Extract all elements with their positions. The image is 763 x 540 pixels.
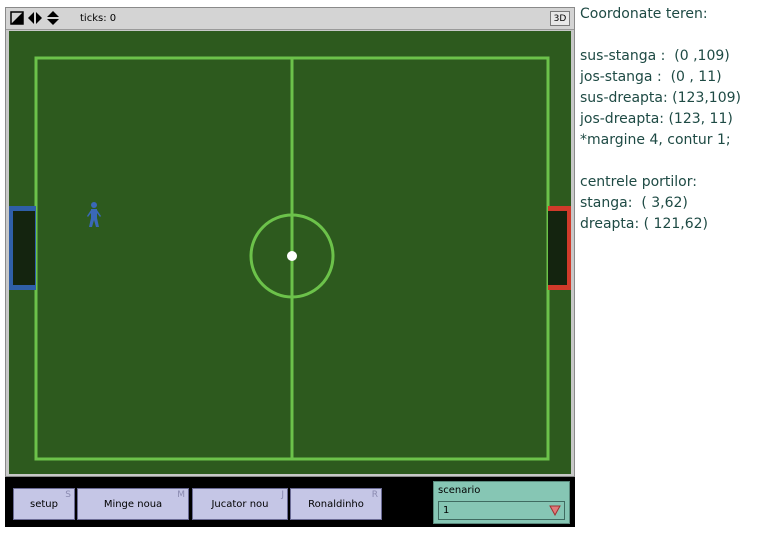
ball[interactable] xyxy=(287,251,297,261)
scenario-label: scenario xyxy=(438,485,481,496)
button-label: Jucator nou xyxy=(211,498,269,510)
field-drawing xyxy=(9,31,571,474)
new-ball-button[interactable]: M Minge noua xyxy=(77,488,189,520)
note-line: jos-stanga : (0 , 11) xyxy=(580,69,722,85)
center-circle xyxy=(249,213,335,299)
button-label: Ronaldinho xyxy=(308,498,364,510)
ticks-counter: ticks: 0 xyxy=(80,13,117,24)
hotkey-label: S xyxy=(65,490,71,500)
hotkey-label: J xyxy=(281,490,284,500)
player-icon[interactable] xyxy=(87,202,101,227)
note-line: sus-dreapta: (123,109) xyxy=(580,90,741,106)
scenario-select[interactable]: 1 xyxy=(438,501,565,520)
3d-button[interactable]: 3D xyxy=(550,11,570,26)
hotkey-label: R xyxy=(371,490,378,500)
soccer-field[interactable] xyxy=(9,31,571,474)
button-label: Minge noua xyxy=(103,498,163,510)
setup-button[interactable]: S setup xyxy=(13,488,75,520)
note-line: jos-dreapta: (123, 11) xyxy=(580,111,733,127)
zoom-toggle-icon[interactable] xyxy=(10,11,24,25)
coordinates-note: Coordonate teren: sus-stanga : (0 ,109) jo… xyxy=(580,4,760,235)
left-goal-net xyxy=(13,211,35,285)
hotkey-label: M xyxy=(177,490,185,500)
note-line: centrele portilor: xyxy=(580,174,697,190)
note-line: sus-stanga : (0 ,109) xyxy=(580,48,730,64)
control-bar: S setup M Minge noua J Jucator nou R Ron… xyxy=(5,477,575,527)
button-label: setup xyxy=(30,498,58,510)
note-line: dreapta: ( 121,62) xyxy=(580,216,709,232)
arrows-horizontal-icon[interactable] xyxy=(28,11,42,25)
new-player-button[interactable]: J Jucator nou xyxy=(192,488,288,520)
right-goal-net xyxy=(548,211,567,285)
note-line xyxy=(580,25,760,46)
note-line: *margine 4, contur 1; xyxy=(580,132,731,148)
view-toolbar: ticks: 0 3D xyxy=(6,8,574,30)
note-line: Coordonate teren: xyxy=(580,6,708,22)
dropdown-arrow-icon[interactable] xyxy=(549,505,561,516)
scenario-chooser: scenario 1 xyxy=(433,481,570,524)
arrows-vertical-icon[interactable] xyxy=(46,11,60,25)
note-line: stanga: ( 3,62) xyxy=(580,195,688,211)
world-view-window: ticks: 0 3D xyxy=(5,7,575,477)
note-line xyxy=(580,151,760,172)
scenario-value: 1 xyxy=(443,505,450,516)
ronaldinho-button[interactable]: R Ronaldinho xyxy=(290,488,382,520)
